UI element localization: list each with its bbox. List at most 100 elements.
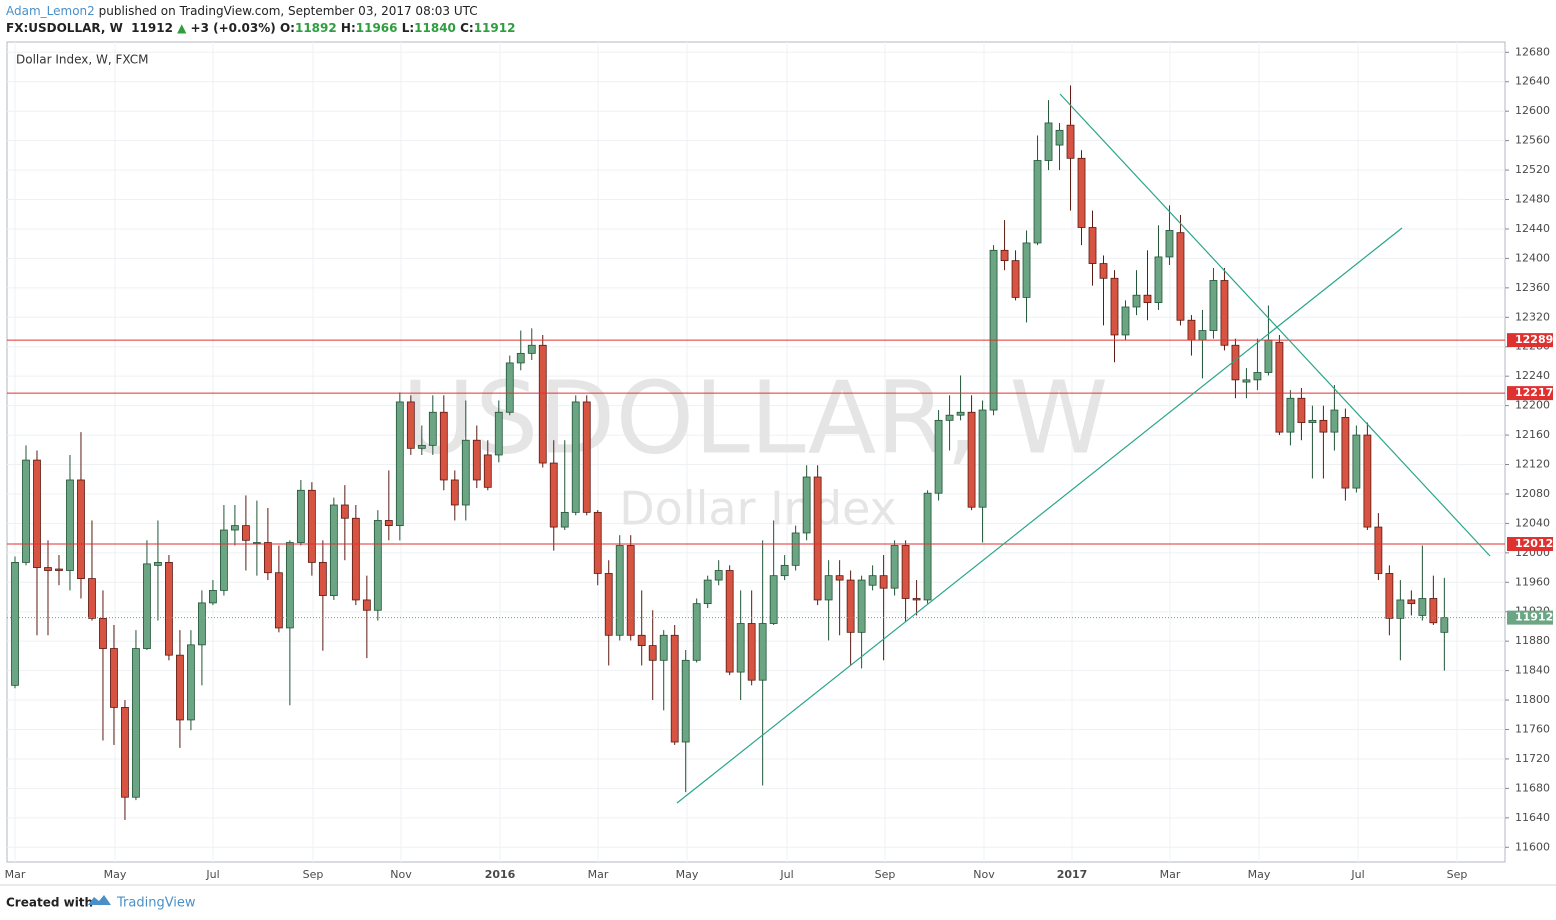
candle-body [450, 479, 459, 506]
price-label-box [1507, 333, 1553, 348]
brand[interactable]: TradingView [116, 896, 196, 911]
last-price-label: 11912 [1515, 611, 1553, 624]
l-label: L: [401, 21, 415, 35]
marks [7, 85, 1505, 821]
candle-body [1088, 227, 1097, 264]
candle-body [912, 598, 921, 601]
candle-body [1275, 341, 1284, 433]
candle-body [55, 568, 63, 571]
candle-body [615, 545, 624, 636]
candle-body [307, 489, 316, 563]
candle-body [538, 344, 547, 464]
x-tick-label: May [104, 868, 127, 881]
candle-body [1110, 277, 1119, 336]
candle-body [44, 567, 52, 571]
published: published on TradingView.com, September … [98, 4, 478, 18]
candle-body [187, 644, 195, 721]
candle-body [527, 344, 536, 354]
legend: Dollar Index, W, FXCM [16, 53, 149, 67]
x-tick-label: May [676, 868, 699, 881]
y-tick-label: 11600 [1515, 840, 1550, 853]
candle-body [1253, 372, 1262, 381]
x-tick-label: Sep [875, 868, 896, 881]
candle-body [1429, 598, 1438, 624]
candle-body [879, 575, 888, 589]
y-tick-label: 12480 [1515, 193, 1550, 206]
candle-body [1440, 617, 1449, 633]
candle-body [198, 602, 206, 646]
o-value: 11892 [294, 21, 337, 35]
candle-body [670, 634, 679, 743]
y-tick-label: 12320 [1515, 310, 1550, 323]
candle-body [241, 525, 250, 541]
candle-body [230, 525, 239, 531]
candle-body [1176, 232, 1185, 321]
y-tick-label: 11800 [1515, 693, 1550, 706]
candle-body [33, 459, 41, 568]
x-tick-label: May [1248, 868, 1271, 881]
y-tick-label: 12520 [1515, 163, 1550, 176]
arrow: ▲ [177, 21, 187, 35]
y-tick-label: 11960 [1515, 575, 1550, 588]
candle-body [901, 545, 910, 599]
candle-body [1132, 294, 1141, 308]
h-label: H: [340, 21, 356, 35]
y-tick-label: 12640 [1515, 75, 1550, 88]
candle-body [945, 414, 954, 421]
y-tick-label: 12240 [1515, 369, 1550, 382]
candle-body [813, 476, 822, 601]
y-tick-label: 11640 [1515, 811, 1550, 824]
y-tick-label: 11720 [1515, 752, 1550, 765]
y-tick-label: 11680 [1515, 781, 1550, 794]
x-tick-label: Mar [5, 868, 26, 881]
candle-body [802, 476, 811, 534]
candle-body [318, 562, 327, 596]
candle-body [956, 411, 965, 416]
candle-body [1220, 280, 1229, 346]
candle-body [989, 249, 998, 411]
y-tick-label: 12600 [1515, 104, 1550, 117]
candle-body [209, 589, 217, 604]
candle-body [967, 411, 976, 508]
y-tick-label: 12680 [1515, 45, 1550, 58]
candle-body [329, 504, 338, 596]
candle-body [1077, 157, 1086, 228]
x-tick-label: Jul [205, 868, 219, 881]
candle-body [1121, 306, 1130, 336]
candle-body [571, 401, 580, 513]
candle-body [736, 623, 745, 673]
c-value: 11912 [473, 21, 516, 35]
candle-body [692, 603, 701, 661]
author[interactable]: Adam_Lemon2 [6, 4, 95, 18]
candle-body [681, 659, 690, 743]
candle-body [1022, 242, 1031, 298]
x-tick-label: Jul [779, 868, 793, 881]
candle-body [494, 411, 503, 456]
candle-body [472, 439, 481, 481]
candle-body [1209, 280, 1218, 331]
candle-body [1374, 526, 1383, 574]
trendline [1059, 93, 1491, 557]
candle-body [648, 645, 657, 661]
candle-body [165, 562, 173, 656]
candle-body [1363, 434, 1372, 528]
candle-body [747, 623, 756, 681]
candle-body [637, 634, 646, 646]
candle-body [285, 542, 294, 629]
y-tick-label: 12040 [1515, 516, 1550, 529]
x-tick-label: Mar [1160, 868, 1181, 881]
publish-line: Adam_Lemon2 published on TradingView.com… [6, 4, 478, 18]
candle-body [395, 401, 404, 527]
candle-body [1099, 263, 1108, 279]
candle-body [11, 562, 19, 686]
candle-body [626, 545, 635, 636]
candle-body [220, 529, 228, 591]
candle-body [714, 570, 723, 581]
x-tick-label: Nov [390, 868, 412, 881]
candle-body [857, 579, 866, 633]
candle-body [1341, 417, 1350, 489]
candle-body [703, 579, 712, 605]
candle-body [1385, 573, 1394, 619]
y-tick-label: 12120 [1515, 458, 1550, 471]
